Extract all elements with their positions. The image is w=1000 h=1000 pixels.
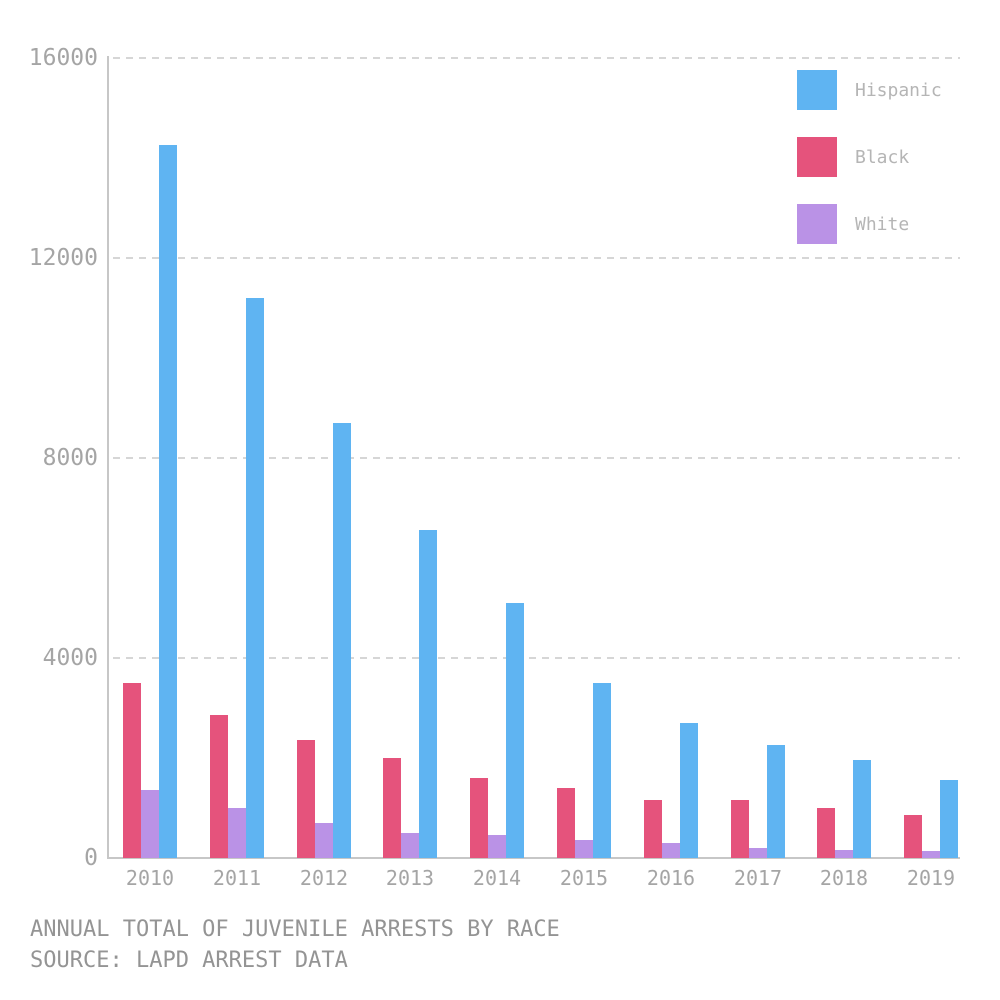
legend-item-black: Black — [797, 137, 942, 177]
y-axis-tick-label: 8000 — [42, 445, 98, 471]
bar-black-2018 — [817, 808, 835, 858]
gridline-16000 — [113, 57, 960, 59]
bar-white-2013 — [401, 833, 419, 858]
bar-hispanic-2010 — [159, 145, 177, 858]
x-axis-tick-label: 2015 — [559, 866, 609, 890]
x-axis-tick-label: 2017 — [733, 866, 783, 890]
bar-black-2010 — [123, 683, 141, 858]
bar-black-2016 — [644, 800, 662, 858]
bar-black-2013 — [383, 758, 401, 858]
y-axis-line — [107, 56, 109, 858]
legend-swatch-black — [797, 137, 837, 177]
bar-black-2014 — [470, 778, 488, 858]
legend-swatch-hispanic — [797, 70, 837, 110]
gridline-4000 — [113, 657, 960, 659]
bar-hispanic-2013 — [419, 530, 437, 858]
bar-black-2019 — [904, 815, 922, 858]
gridline-8000 — [113, 457, 960, 459]
caption: ANNUAL TOTAL OF JUVENILE ARRESTS BY RACE… — [30, 914, 560, 976]
legend-item-hispanic: Hispanic — [797, 70, 942, 110]
x-axis-tick-label: 2019 — [906, 866, 956, 890]
bar-black-2015 — [557, 788, 575, 858]
bar-hispanic-2012 — [333, 423, 351, 858]
x-axis-tick-label: 2013 — [385, 866, 435, 890]
y-axis-tick-label: 12000 — [28, 245, 98, 271]
y-axis-tick-label: 0 — [84, 845, 98, 871]
bar-black-2011 — [210, 715, 228, 858]
bar-black-2017 — [731, 800, 749, 858]
bar-white-2010 — [141, 790, 159, 858]
x-axis-tick-label: 2018 — [819, 866, 869, 890]
bar-white-2016 — [662, 843, 680, 858]
bar-hispanic-2011 — [246, 298, 264, 858]
x-axis-tick-label: 2014 — [472, 866, 522, 890]
bar-white-2017 — [749, 848, 767, 858]
chart-source: SOURCE: LAPD ARREST DATA — [30, 948, 348, 973]
bar-white-2014 — [488, 835, 506, 858]
bar-white-2011 — [228, 808, 246, 858]
bar-white-2019 — [922, 851, 940, 858]
gridline-12000 — [113, 257, 960, 259]
x-axis-tick-label: 2010 — [125, 866, 175, 890]
legend: Hispanic Black White — [797, 70, 942, 271]
bar-black-2012 — [297, 740, 315, 858]
bar-hispanic-2015 — [593, 683, 611, 858]
legend-swatch-white — [797, 204, 837, 244]
legend-item-white: White — [797, 204, 942, 244]
chart-title: ANNUAL TOTAL OF JUVENILE ARRESTS BY RACE — [30, 917, 560, 942]
x-axis-line — [107, 857, 960, 859]
bar-hispanic-2019 — [940, 780, 958, 858]
legend-label: White — [855, 213, 910, 235]
legend-label: Black — [855, 146, 910, 168]
y-axis-tick-label: 4000 — [42, 645, 98, 671]
bar-hispanic-2018 — [853, 760, 871, 858]
x-axis-tick-label: 2011 — [212, 866, 262, 890]
x-axis-tick-label: 2012 — [299, 866, 349, 890]
bar-white-2015 — [575, 840, 593, 858]
bar-hispanic-2016 — [680, 723, 698, 858]
x-axis-tick-label: 2016 — [646, 866, 696, 890]
bar-hispanic-2017 — [767, 745, 785, 858]
bar-white-2012 — [315, 823, 333, 858]
y-axis-tick-label: 16000 — [28, 45, 98, 71]
bar-white-2018 — [835, 850, 853, 858]
legend-label: Hispanic — [855, 79, 942, 101]
bar-hispanic-2014 — [506, 603, 524, 858]
